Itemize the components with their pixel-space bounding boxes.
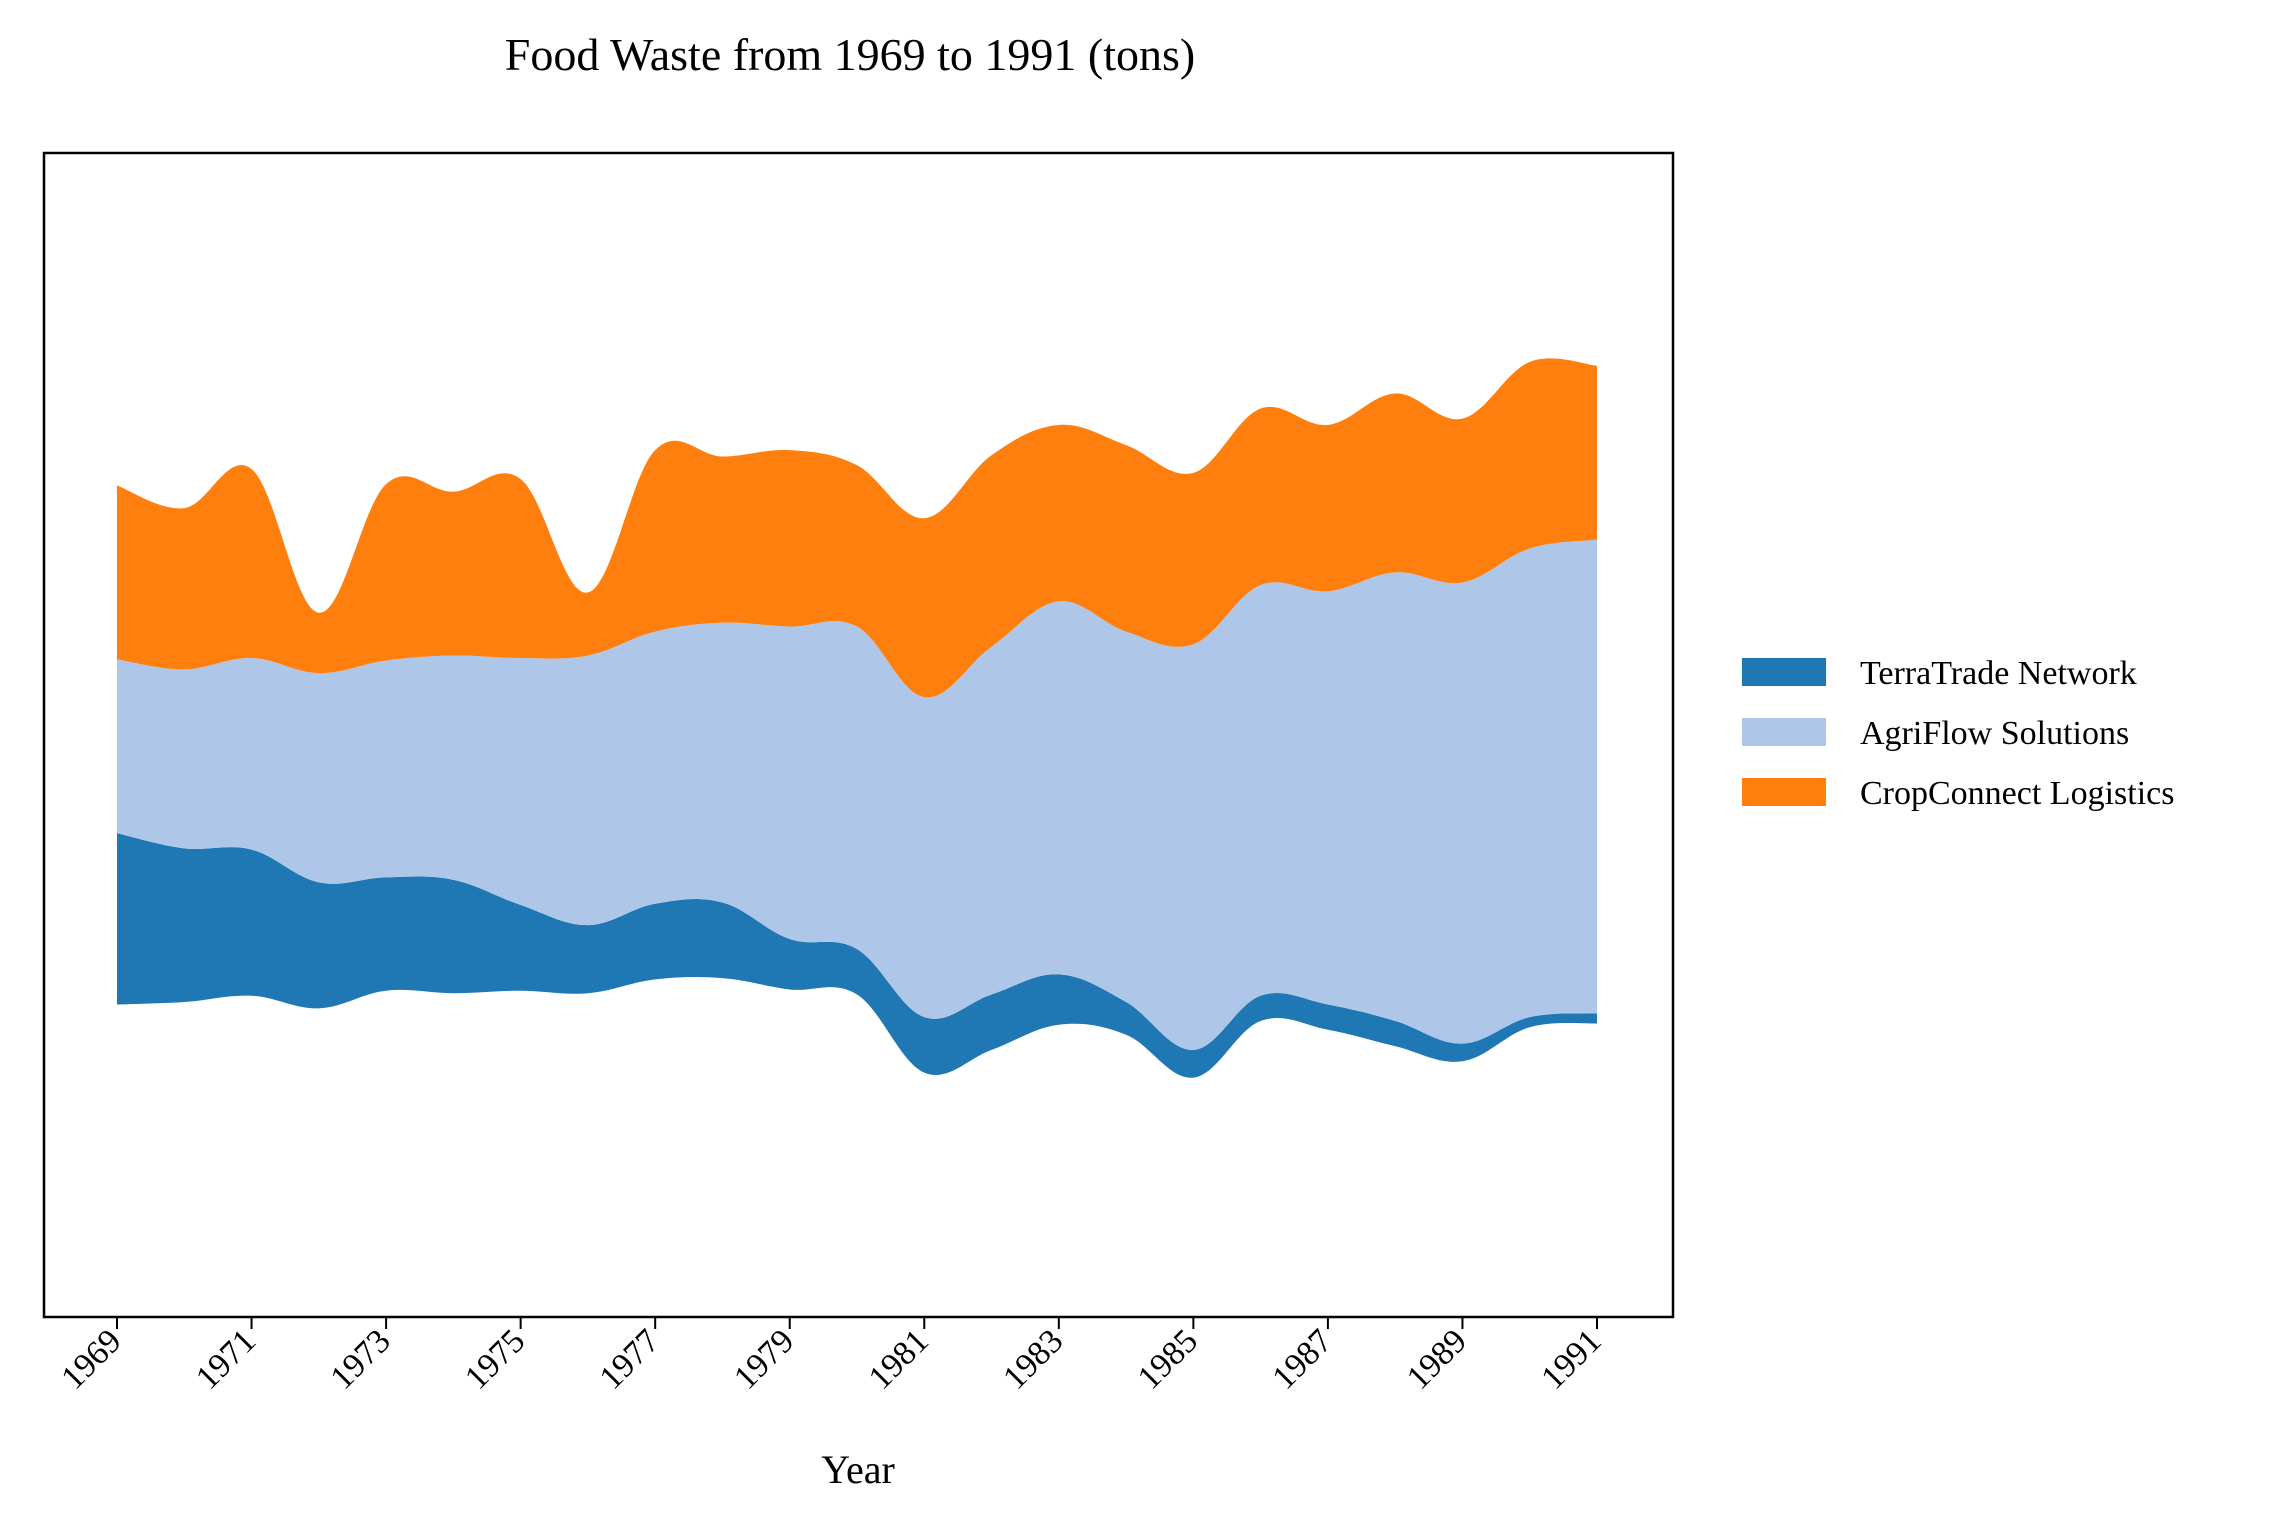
legend-swatch	[1742, 778, 1826, 806]
x-tick-label: 1985	[1131, 1322, 1205, 1396]
area-terratrade-network	[117, 833, 1597, 1078]
x-axis: 1969 1971 1973 1975 1977 1979 1981 1983 1985 1987…	[54, 1317, 1609, 1397]
plot-frame	[42, 151, 1675, 1319]
x-tick-label: 1971	[189, 1322, 263, 1396]
legend-label: AgriFlow Solutions	[1860, 715, 2129, 752]
x-tick-label: 1979	[727, 1322, 801, 1396]
legend-label: TerraTrade Network	[1860, 655, 2137, 692]
legend-label: CropConnect Logistics	[1860, 775, 2174, 812]
legend-swatch	[1742, 718, 1826, 746]
x-tick-label: 1975	[458, 1322, 532, 1396]
stream-areas	[117, 358, 1597, 1078]
x-tick-label: 1983	[996, 1322, 1070, 1396]
x-axis-label: Year	[821, 1447, 895, 1492]
x-tick-label: 1977	[593, 1322, 667, 1396]
x-tick-label: 1981	[862, 1322, 936, 1396]
area-agriflow-solutions	[117, 539, 1597, 1050]
legend: TerraTrade Network AgriFlow Solutions Crop…	[1742, 655, 2174, 812]
area-cropconnect-logistics	[117, 358, 1597, 698]
x-tick-label: 1973	[324, 1322, 398, 1396]
x-tick-label: 1969	[54, 1322, 128, 1396]
chart-title: Food Waste from 1969 to 1991 (tons)	[505, 29, 1196, 80]
x-tick-label: 1991	[1534, 1322, 1608, 1396]
x-tick-label: 1987	[1265, 1322, 1339, 1396]
legend-swatch	[1742, 658, 1826, 686]
x-tick-label: 1989	[1400, 1322, 1474, 1396]
